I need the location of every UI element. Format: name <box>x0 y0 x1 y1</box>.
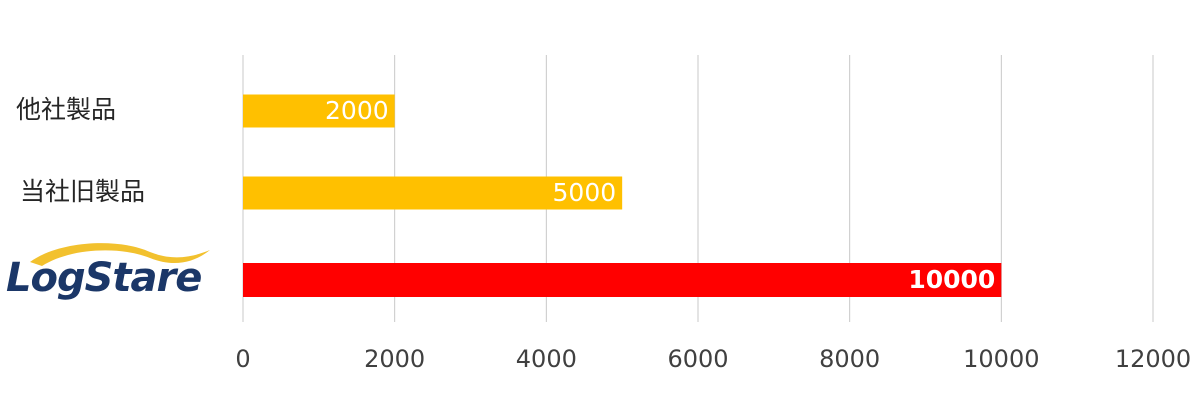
logo-swoosh <box>30 243 210 266</box>
data-label: 2000 <box>325 96 389 125</box>
x-tick-label: 4000 <box>516 345 577 373</box>
y-tick-label: 当社旧製品 <box>20 177 145 206</box>
x-tick-label: 8000 <box>819 345 880 373</box>
y-tick-label: LogStare <box>6 255 201 301</box>
y-tick-label: 他社製品 <box>16 95 116 124</box>
x-tick-label: 0 <box>235 345 250 373</box>
data-label: 5000 <box>553 178 617 207</box>
x-tick-label: 12000 <box>1115 345 1191 373</box>
bar <box>243 94 395 128</box>
x-tick-label: 6000 <box>667 345 728 373</box>
data-label: 10000 <box>908 265 995 294</box>
bar <box>243 263 1002 297</box>
x-tick-label: 10000 <box>963 345 1039 373</box>
bar <box>243 176 623 210</box>
x-tick-label: 2000 <box>364 345 425 373</box>
